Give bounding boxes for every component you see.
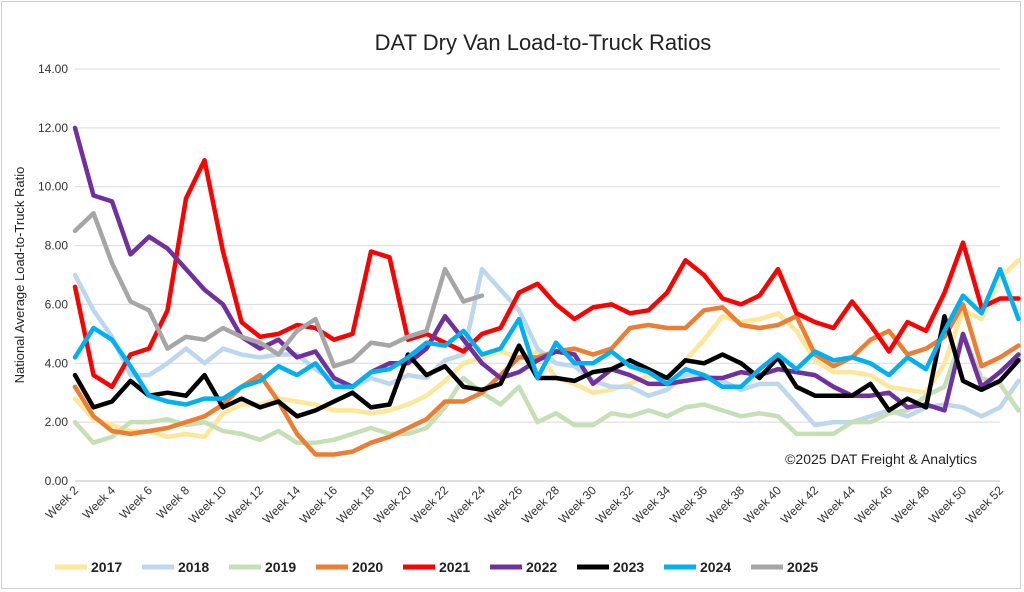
y-axis-label: National Average Load-to-Truck Ratio — [12, 167, 27, 384]
legend-label-2024: 2024 — [700, 559, 731, 575]
gridlines — [75, 68, 1000, 423]
x-tick-label: Week 4 — [80, 483, 119, 522]
x-tick-label: Week 38 — [704, 483, 747, 526]
y-tick-label: 14.00 — [38, 62, 68, 76]
legend: 2017 2018 2019 2020 2021 2022 2023 2024 2025 — [55, 559, 818, 575]
legend-label-2022: 2022 — [526, 559, 557, 575]
x-tick-label: Week 34 — [630, 483, 673, 526]
legend-label-2023: 2023 — [613, 559, 644, 575]
x-tick-label: Week 22 — [408, 483, 451, 526]
series-line-2024 — [72, 266, 1021, 407]
x-tick-label: Week 42 — [778, 483, 821, 526]
y-tick-label: 0.00 — [45, 474, 69, 488]
x-tick-label: Week 2 — [43, 483, 82, 522]
legend-label-2021: 2021 — [439, 559, 470, 575]
series-line-2021 — [72, 157, 1021, 390]
y-axis-ticks: 0.00 2.00 4.00 6.00 8.00 10.00 12.00 14.00 — [38, 62, 68, 488]
copyright-annotation: ©2025 DAT Freight & Analytics — [785, 451, 977, 467]
y-tick-label: 10.00 — [38, 180, 68, 194]
legend-label-2019: 2019 — [265, 559, 296, 575]
x-tick-label: Week 28 — [519, 483, 562, 526]
x-tick-label: Week 26 — [482, 483, 525, 526]
y-tick-label: 8.00 — [45, 239, 69, 253]
x-tick-label: Week 44 — [815, 483, 858, 526]
x-tick-label: Week 50 — [926, 483, 969, 526]
series-line-2019 — [72, 331, 1021, 445]
y-tick-label: 4.00 — [45, 356, 69, 370]
x-tick-label: Week 32 — [593, 483, 636, 526]
x-tick-label: Week 20 — [371, 483, 414, 526]
x-tick-label: Week 30 — [556, 483, 599, 526]
series-line-2025 — [72, 210, 485, 369]
legend-label-2025: 2025 — [787, 559, 818, 575]
y-tick-label: 12.00 — [38, 121, 68, 135]
x-tick-label: Week 40 — [741, 483, 784, 526]
x-tick-label: Week 24 — [445, 483, 488, 526]
chart-title: DAT Dry Van Load-to-Truck Ratios — [375, 30, 712, 55]
x-tick-label: Week 10 — [186, 483, 229, 526]
series-lines — [72, 125, 1021, 457]
x-tick-label: Week 36 — [667, 483, 710, 526]
legend-label-2020: 2020 — [352, 559, 383, 575]
y-tick-label: 6.00 — [45, 297, 69, 311]
x-tick-label: Week 12 — [223, 483, 266, 526]
x-tick-label: Week 48 — [889, 483, 932, 526]
legend-label-2018: 2018 — [178, 559, 209, 575]
legend-label-2017: 2017 — [91, 559, 122, 575]
x-tick-label: Week 52 — [963, 483, 1006, 526]
x-tick-label: Week 16 — [297, 483, 340, 526]
x-tick-label: Week 46 — [852, 483, 895, 526]
x-tick-label: Week 14 — [260, 483, 303, 526]
y-tick-label: 2.00 — [45, 415, 69, 429]
series-line-2023 — [72, 313, 1021, 419]
x-tick-label: Week 18 — [334, 483, 377, 526]
x-tick-label: Week 6 — [117, 483, 156, 522]
